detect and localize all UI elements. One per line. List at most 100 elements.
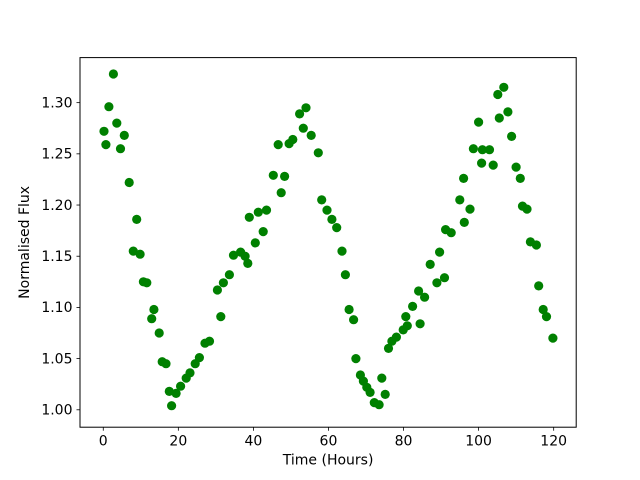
data-point	[167, 401, 177, 411]
data-point	[322, 205, 332, 215]
data-point	[171, 388, 181, 398]
data-point	[446, 228, 456, 238]
data-point	[295, 109, 305, 119]
data-point	[108, 69, 118, 79]
data-point	[425, 259, 435, 269]
data-point	[276, 188, 286, 198]
data-point	[313, 148, 323, 158]
y-tick-label: 1.10	[41, 300, 72, 316]
y-tick-label: 1.20	[41, 198, 72, 214]
data-point	[515, 173, 525, 183]
data-point	[531, 240, 542, 250]
data-point	[240, 251, 250, 261]
data-point	[261, 205, 272, 215]
data-point	[414, 286, 424, 296]
data-point	[149, 304, 159, 315]
data-point	[244, 212, 254, 222]
data-point	[258, 227, 268, 237]
data-point	[288, 134, 298, 145]
data-point	[507, 131, 517, 141]
data-point	[273, 140, 283, 150]
x-tick-label: 60	[320, 434, 338, 450]
axis-ticks: 0 20 40 60 80 100 120 1.00 1.05 1.10 1.15 1.20 1.25 1…	[41, 95, 567, 449]
data-point	[494, 113, 504, 123]
y-tick-label: 1.30	[41, 95, 72, 111]
data-point	[268, 170, 278, 180]
data-point	[365, 387, 375, 397]
data-point	[340, 270, 350, 280]
data-point	[119, 130, 129, 140]
data-point	[474, 117, 484, 127]
y-tick-label: 1.00	[41, 403, 72, 419]
data-point	[511, 162, 521, 172]
data-point	[216, 312, 226, 322]
data-point	[402, 321, 412, 331]
data-point	[383, 343, 394, 353]
data-point	[212, 285, 222, 295]
x-tick-label: 100	[465, 434, 492, 450]
x-tick-label: 120	[540, 434, 567, 450]
data-point	[420, 292, 430, 302]
data-point	[104, 102, 114, 112]
data-point	[534, 281, 544, 291]
data-point	[224, 270, 234, 280]
x-tick-label: 20	[169, 434, 187, 450]
data-point	[493, 89, 503, 100]
data-point	[477, 158, 487, 168]
data-point	[147, 314, 157, 324]
data-point	[306, 130, 316, 140]
data-point	[415, 319, 425, 329]
y-tick-label: 1.15	[41, 249, 72, 265]
y-tick-label: 1.25	[41, 147, 72, 163]
y-tick-label: 1.05	[41, 351, 72, 367]
data-point	[351, 354, 361, 364]
data-point	[337, 246, 347, 256]
x-tick-label: 40	[244, 434, 262, 450]
data-point	[484, 145, 495, 155]
data-point	[298, 123, 308, 133]
data-point	[218, 278, 228, 288]
data-point	[194, 353, 204, 363]
data-point	[459, 217, 469, 227]
data-point	[253, 207, 263, 217]
data-point	[465, 204, 475, 214]
data-point	[548, 333, 558, 343]
data-point	[204, 336, 215, 346]
data-point	[401, 312, 411, 322]
data-point	[408, 301, 418, 311]
data-point	[228, 250, 239, 260]
x-tick-label: 0	[99, 434, 108, 450]
data-point	[503, 107, 513, 117]
data-point	[377, 373, 387, 383]
x-tick-label: 80	[395, 434, 413, 450]
scatter-points	[99, 69, 558, 411]
data-point	[541, 312, 552, 322]
data-point	[154, 328, 164, 338]
data-point	[522, 204, 532, 214]
data-point	[280, 171, 290, 181]
data-point	[132, 214, 142, 224]
data-point	[332, 223, 342, 233]
data-point	[327, 214, 337, 224]
data-point	[101, 140, 111, 150]
plot-area	[79, 57, 577, 428]
data-point	[459, 173, 469, 183]
data-point	[499, 82, 509, 92]
data-point	[380, 389, 390, 399]
data-point	[176, 381, 186, 391]
data-point	[391, 332, 401, 342]
data-point	[135, 249, 145, 259]
data-point	[488, 160, 498, 170]
data-point	[374, 400, 384, 410]
data-point	[99, 126, 109, 136]
x-axis-label: Time (Hours)	[282, 453, 374, 469]
data-point	[349, 315, 359, 325]
data-point	[432, 278, 442, 288]
data-point	[439, 273, 450, 283]
data-point	[124, 177, 134, 188]
y-axis-label: Normalised Flux	[17, 186, 33, 299]
data-point	[142, 278, 152, 288]
data-point	[243, 258, 253, 268]
